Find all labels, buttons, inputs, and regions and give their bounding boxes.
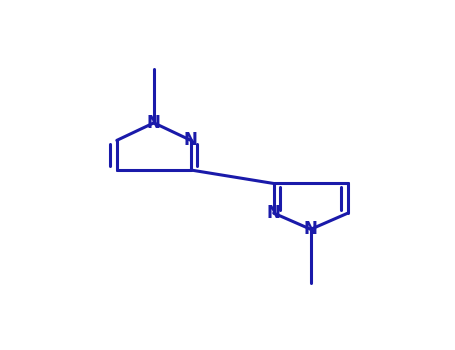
Text: N: N — [184, 131, 198, 149]
Text: N: N — [304, 220, 318, 238]
Text: N: N — [147, 114, 161, 132]
Text: N: N — [267, 204, 281, 222]
